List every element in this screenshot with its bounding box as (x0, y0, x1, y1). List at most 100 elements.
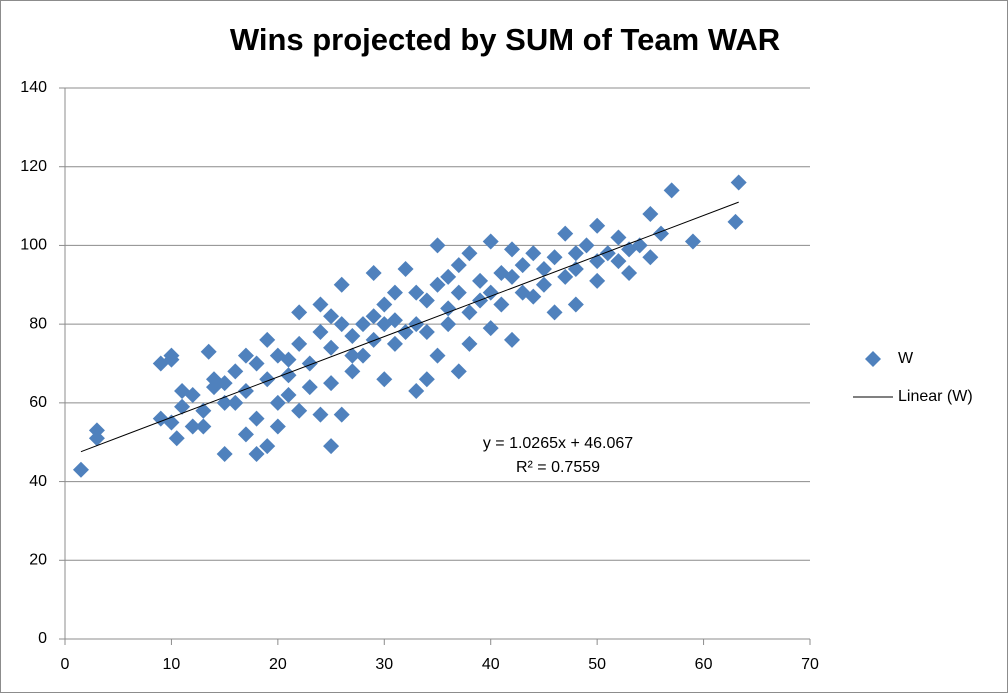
trend-r2: R² = 0.7559 (516, 459, 600, 476)
point (323, 438, 340, 455)
point (248, 446, 265, 463)
point (546, 304, 563, 321)
x-tick-label: 40 (482, 656, 500, 673)
point (567, 245, 584, 262)
point (418, 324, 435, 341)
point (493, 296, 510, 313)
point (514, 257, 531, 274)
point (429, 237, 446, 254)
point (365, 331, 382, 348)
y-tick-label: 80 (29, 315, 47, 332)
x-tick-label: 30 (375, 656, 393, 673)
point (408, 284, 425, 301)
point (727, 213, 744, 230)
point (642, 205, 659, 222)
point (504, 331, 520, 348)
point (291, 304, 308, 321)
point (663, 182, 680, 199)
point (227, 363, 244, 380)
point (578, 237, 595, 254)
point (269, 394, 286, 411)
trend-equation: y = 1.0265x + 46.067 (483, 435, 633, 452)
point (237, 347, 254, 364)
point (184, 386, 201, 403)
point (408, 383, 425, 400)
point (291, 402, 308, 419)
point (450, 363, 467, 380)
point (344, 363, 361, 380)
point (440, 316, 457, 333)
point (450, 257, 467, 274)
point (269, 347, 286, 364)
y-tick-label: 100 (20, 237, 47, 254)
point (365, 308, 382, 325)
y-tick-label: 0 (38, 630, 47, 647)
point (610, 253, 627, 270)
point (259, 331, 276, 348)
y-tick-label: 140 (20, 79, 47, 96)
point (429, 347, 446, 364)
point (610, 229, 627, 246)
point (333, 276, 350, 293)
point (386, 284, 403, 301)
point (365, 264, 382, 281)
point (280, 386, 297, 403)
point (333, 406, 350, 423)
point (291, 335, 308, 352)
point (535, 261, 552, 278)
point (418, 292, 435, 309)
point (589, 272, 606, 289)
point (88, 422, 105, 439)
point (163, 347, 180, 364)
point (684, 233, 701, 250)
point (461, 335, 478, 352)
point (621, 264, 638, 281)
x-tick-label: 20 (269, 656, 287, 673)
point (248, 355, 265, 372)
point (525, 245, 542, 262)
point (546, 249, 563, 266)
x-tick-label: 70 (801, 656, 819, 673)
point (259, 438, 276, 455)
y-tick-label: 20 (29, 552, 47, 569)
point (72, 461, 89, 478)
y-tick-label: 60 (29, 394, 47, 411)
chart-title: Wins projected by SUM of Team WAR (230, 22, 780, 57)
point (227, 394, 244, 411)
point (397, 261, 414, 278)
point (195, 418, 212, 435)
point (344, 347, 361, 364)
point (535, 276, 552, 293)
point (730, 174, 747, 191)
point (344, 327, 361, 344)
point (301, 355, 318, 372)
x-tick-label: 10 (163, 656, 181, 673)
point (301, 379, 318, 396)
point (248, 410, 265, 427)
point (429, 276, 446, 293)
y-tick-label: 40 (29, 473, 47, 490)
point (642, 249, 659, 266)
point (323, 308, 340, 325)
point (355, 316, 371, 333)
x-tick-label: 50 (588, 656, 606, 673)
point (504, 241, 520, 258)
point (237, 426, 254, 443)
y-tick-label: 120 (20, 158, 47, 175)
point (482, 320, 499, 337)
point (168, 430, 185, 447)
point (312, 406, 329, 423)
point (269, 418, 286, 435)
point (599, 245, 616, 262)
point (355, 347, 371, 364)
legend-marker (865, 351, 881, 367)
point (386, 335, 403, 352)
point (525, 288, 542, 305)
point (259, 371, 276, 388)
point (450, 284, 467, 301)
point (174, 398, 191, 415)
point (589, 253, 606, 270)
point (397, 324, 414, 341)
